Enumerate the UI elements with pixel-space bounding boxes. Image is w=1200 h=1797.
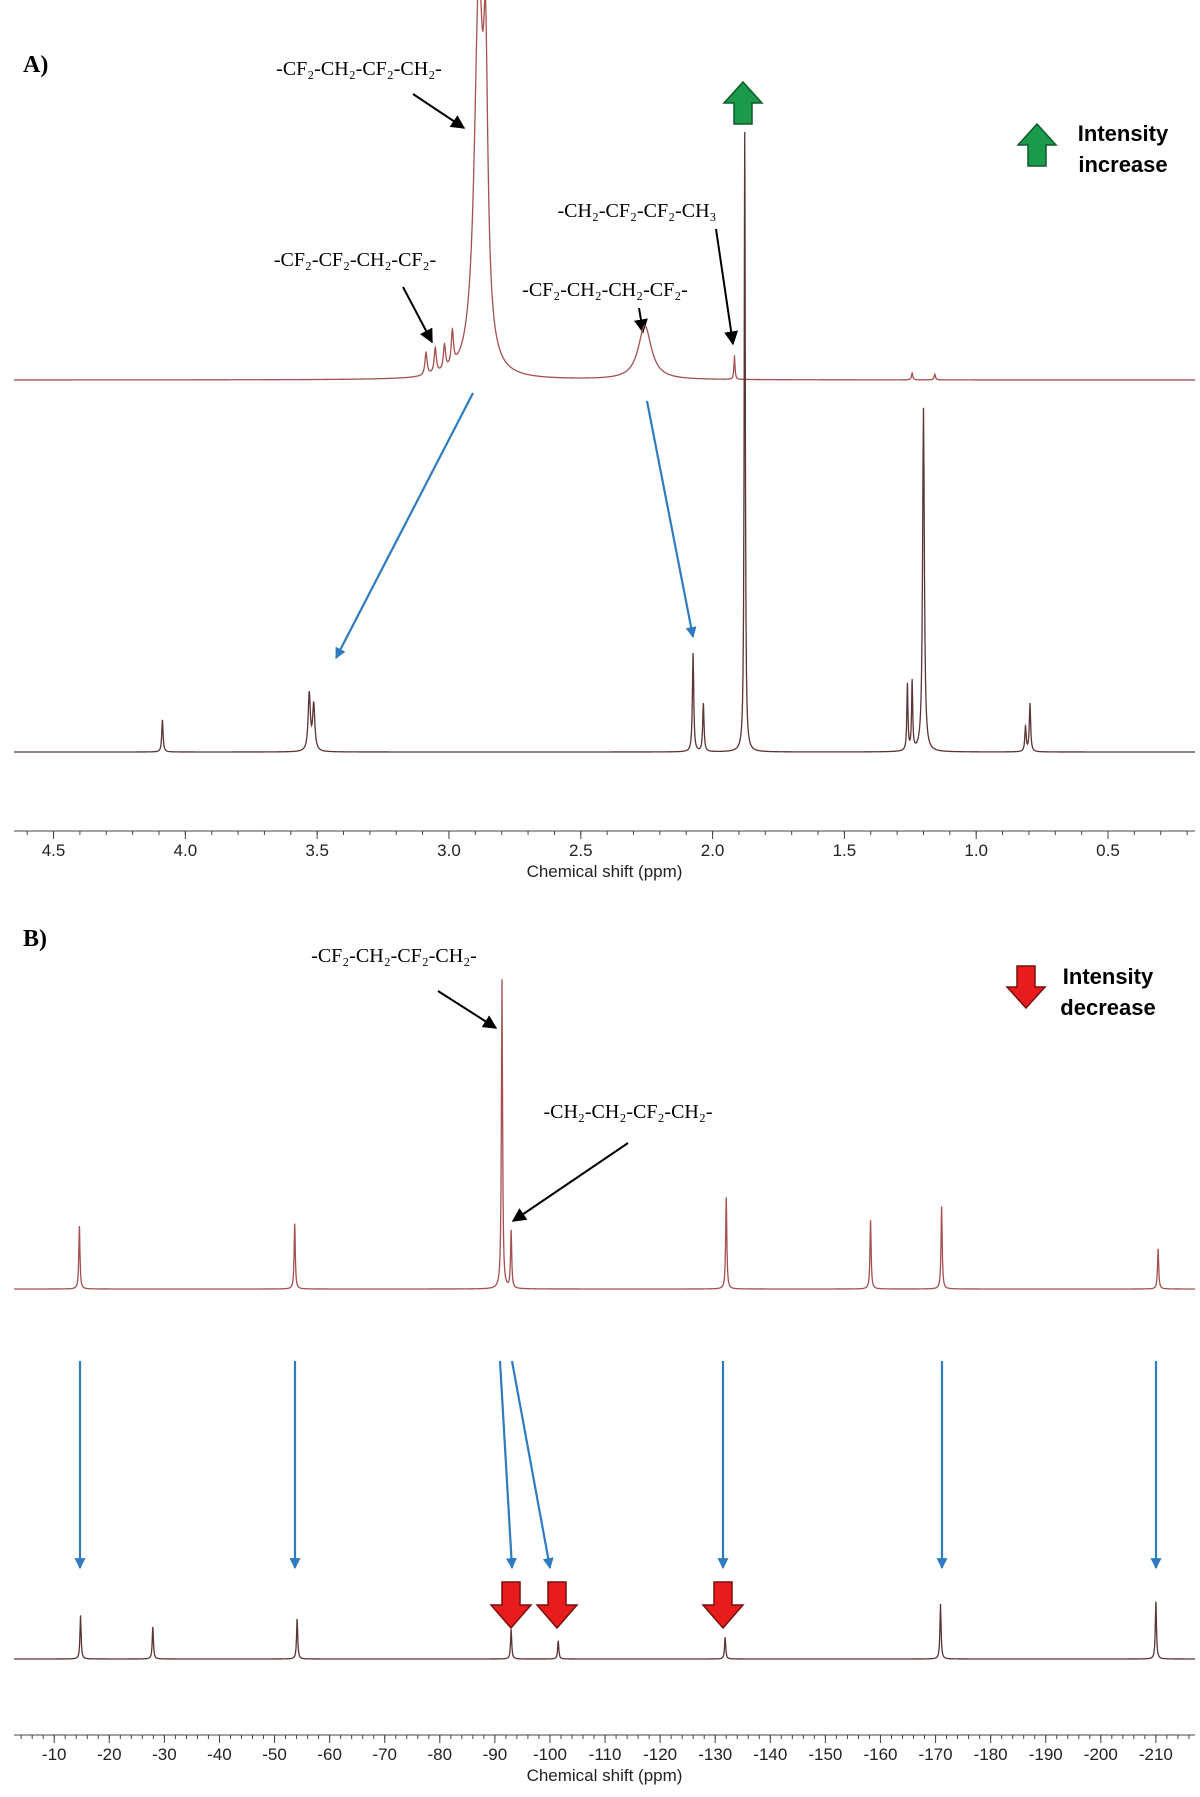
spectrum-trace: [14, 1601, 1195, 1660]
x-axis-label: Chemical shift (ppm): [527, 862, 683, 881]
annotation: -CH₂-CF₂-CF₂-CH₃: [557, 200, 716, 222]
spectrum-trace: [14, 0, 1195, 381]
indicator-text: increase: [1078, 152, 1167, 177]
x-tick-label: -130: [698, 1745, 732, 1764]
shift-arrow: [498, 1360, 517, 1570]
x-tick-label: -40: [207, 1745, 232, 1764]
annotation-arrow: [511, 1142, 629, 1222]
annotation-arrow: [402, 286, 433, 344]
x-tick-label: -60: [317, 1745, 342, 1764]
indicator-text: decrease: [1060, 995, 1155, 1020]
x-tick-label: -190: [1029, 1745, 1063, 1764]
x-tick-label: 4.0: [174, 841, 198, 860]
decrease-arrow: [535, 1581, 579, 1630]
x-tick-label: -20: [97, 1745, 122, 1764]
x-tick-label: 2.5: [569, 841, 593, 860]
x-tick-label: -140: [753, 1745, 787, 1764]
x-tick-label: 3.5: [305, 841, 329, 860]
annotation-arrow: [634, 307, 648, 334]
x-tick-label: -200: [1084, 1745, 1118, 1764]
indicator-text: Intensity: [1078, 121, 1169, 146]
x-tick-label: -100: [533, 1745, 567, 1764]
x-tick-label: -70: [372, 1745, 397, 1764]
annotation: -CF₂-CH₂-CH₂-CF₂-: [522, 279, 688, 301]
x-tick-label: -90: [483, 1745, 508, 1764]
shift-arrows: [74, 1360, 1162, 1570]
x-tick-label: -110: [589, 1745, 622, 1764]
annotation-arrow: [437, 990, 498, 1029]
panel-label: B): [23, 926, 47, 952]
indicator-text: Intensity: [1063, 964, 1154, 989]
x-tick-label: 3.0: [437, 841, 461, 860]
x-tick-label: 0.5: [1096, 841, 1120, 860]
x-axis-label: Chemical shift (ppm): [527, 1766, 683, 1785]
x-tick-label: -150: [808, 1745, 842, 1764]
annotation-arrow: [715, 228, 739, 346]
x-tick-label: 1.5: [833, 841, 857, 860]
spectrum-trace: [14, 131, 1195, 753]
shift-arrow: [510, 1360, 554, 1570]
x-tick-label: -180: [974, 1745, 1008, 1764]
x-tick-label: 4.5: [42, 841, 66, 860]
legend-arrow: [1016, 122, 1058, 167]
x-tick-label: -50: [262, 1745, 287, 1764]
x-tick-label: 2.0: [701, 841, 725, 860]
spectrum-trace: [14, 979, 1195, 1290]
x-tick-label: -10: [42, 1745, 67, 1764]
panel-label: A): [23, 52, 48, 78]
increase-arrow: [722, 80, 764, 125]
x-tick-label: -80: [428, 1745, 453, 1764]
legend-arrow: [1005, 965, 1047, 1010]
annotation: -CF₂-CH₂-CF₂-CH₂-: [276, 58, 442, 80]
x-tick-label: -170: [919, 1745, 953, 1764]
annotation: -CF₂-CH₂-CF₂-CH₂-: [311, 945, 477, 967]
annotation: -CF₂-CF₂-CH₂-CF₂-: [274, 249, 436, 271]
x-tick-label: -30: [152, 1745, 177, 1764]
decrease-arrow: [489, 1581, 533, 1630]
x-tick-label: -160: [863, 1745, 897, 1764]
decrease-arrow: [701, 1581, 745, 1630]
annotation-arrow: [412, 93, 466, 129]
x-tick-label: -120: [643, 1745, 677, 1764]
annotation: -CH₂-CH₂-CF₂-CH₂-: [543, 1101, 712, 1123]
shift-arrow: [645, 400, 697, 639]
x-tick-label: -210: [1139, 1745, 1173, 1764]
decrease-arrows: [489, 1581, 745, 1630]
shift-arrow: [335, 392, 474, 659]
x-tick-label: 1.0: [964, 841, 988, 860]
